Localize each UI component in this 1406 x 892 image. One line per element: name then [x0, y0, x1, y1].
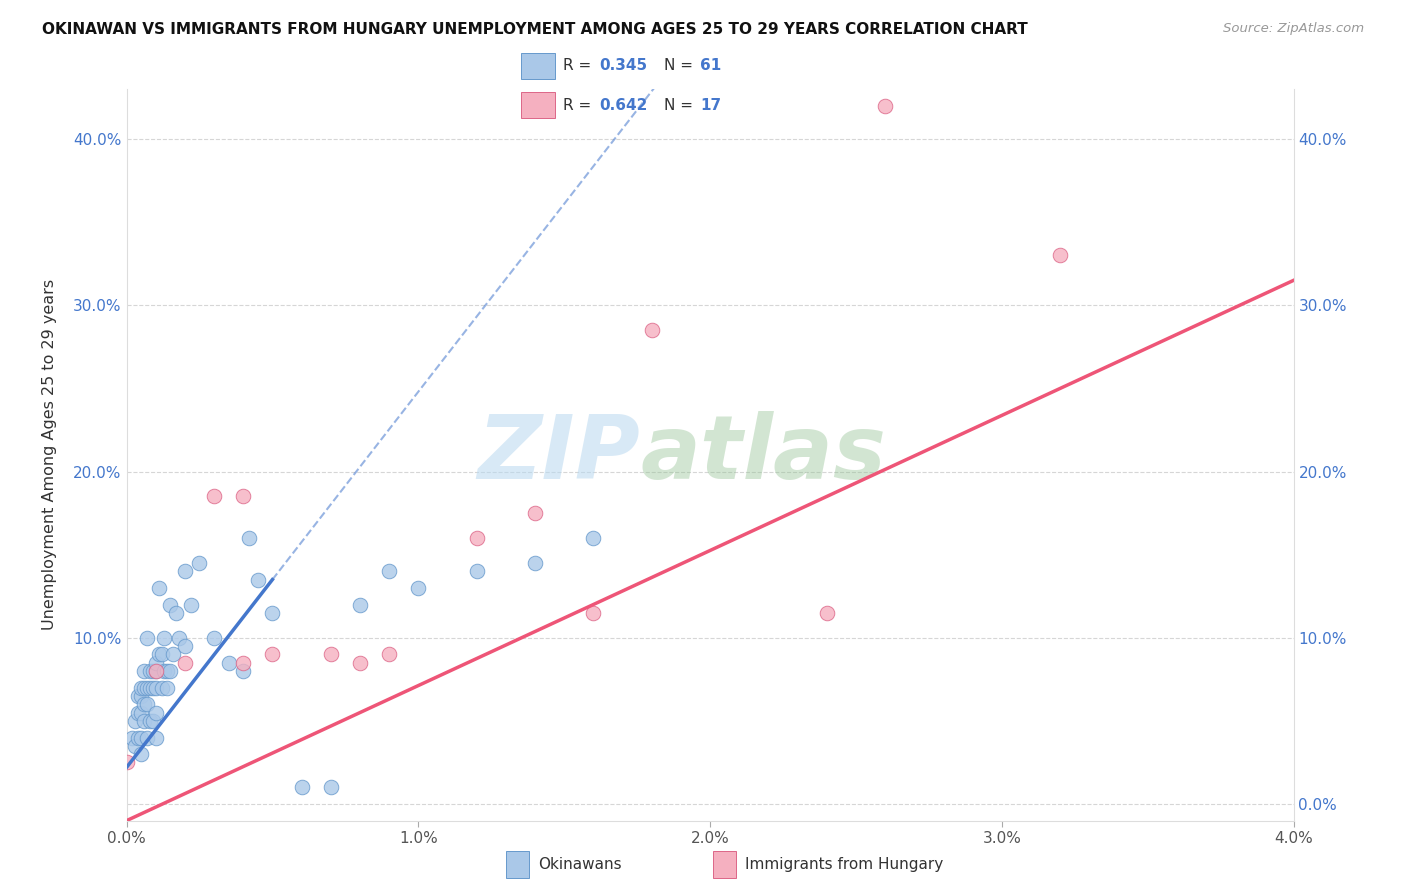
Text: OKINAWAN VS IMMIGRANTS FROM HUNGARY UNEMPLOYMENT AMONG AGES 25 TO 29 YEARS CORRE: OKINAWAN VS IMMIGRANTS FROM HUNGARY UNEM…: [42, 22, 1028, 37]
Point: [148, 648, 170, 662]
Point: [145, 681, 167, 695]
Point: [202, 631, 225, 645]
Text: Source: ZipAtlas.com: Source: ZipAtlas.com: [1223, 22, 1364, 36]
Point: [145, 656, 167, 670]
Point: [124, 714, 146, 728]
Point: [174, 564, 197, 578]
Bar: [522, 53, 555, 79]
Text: 0.642: 0.642: [599, 98, 647, 112]
Point: [136, 681, 159, 695]
Point: [232, 656, 254, 670]
Point: [136, 731, 159, 745]
Text: Immigrants from Hungary: Immigrants from Hungary: [745, 857, 943, 871]
Point: [232, 664, 254, 678]
Point: [132, 664, 155, 678]
Point: [127, 731, 149, 745]
Point: [136, 631, 159, 645]
Point: [180, 598, 202, 612]
Point: [129, 706, 152, 720]
Point: [167, 631, 190, 645]
Text: N =: N =: [664, 59, 697, 73]
Text: R =: R =: [562, 98, 596, 112]
Point: [523, 506, 546, 520]
Point: [156, 664, 179, 678]
Point: [378, 648, 401, 662]
Bar: [522, 92, 555, 119]
Point: [121, 731, 143, 745]
Point: [218, 656, 240, 670]
Point: [165, 606, 187, 620]
Text: 0.345: 0.345: [599, 59, 647, 73]
Point: [349, 656, 371, 670]
Point: [262, 606, 284, 620]
Point: [290, 780, 312, 795]
Point: [127, 706, 149, 720]
Point: [640, 323, 664, 337]
Point: [136, 698, 159, 712]
Point: [174, 639, 197, 653]
Point: [582, 606, 605, 620]
Point: [150, 648, 173, 662]
Point: [132, 714, 155, 728]
Point: [349, 598, 371, 612]
Point: [465, 564, 488, 578]
Point: [156, 681, 179, 695]
Point: [378, 564, 401, 578]
Text: 17: 17: [700, 98, 721, 112]
Bar: [713, 851, 735, 878]
Text: N =: N =: [664, 98, 697, 112]
Point: [124, 739, 146, 753]
Point: [148, 581, 170, 595]
Point: [246, 573, 269, 587]
Point: [815, 606, 838, 620]
Text: 61: 61: [700, 59, 721, 73]
Point: [127, 689, 149, 703]
Point: [132, 681, 155, 695]
Point: [873, 99, 897, 113]
Y-axis label: Unemployment Among Ages 25 to 29 years: Unemployment Among Ages 25 to 29 years: [42, 279, 56, 631]
Point: [162, 648, 184, 662]
Point: [129, 747, 152, 761]
Text: Okinawans: Okinawans: [537, 857, 621, 871]
Point: [142, 664, 165, 678]
Point: [153, 631, 176, 645]
Point: [139, 681, 162, 695]
Point: [174, 656, 197, 670]
Point: [465, 531, 488, 545]
Point: [139, 664, 162, 678]
Text: atlas: atlas: [640, 411, 886, 499]
Point: [319, 780, 342, 795]
Point: [188, 556, 211, 570]
Point: [582, 531, 605, 545]
Point: [145, 706, 167, 720]
Point: [129, 689, 152, 703]
Point: [132, 698, 155, 712]
Point: [159, 664, 181, 678]
Point: [262, 648, 284, 662]
Point: [115, 756, 138, 770]
Point: [142, 714, 165, 728]
Point: [150, 681, 173, 695]
Point: [129, 681, 152, 695]
Point: [1049, 248, 1071, 262]
Point: [139, 714, 162, 728]
Point: [129, 731, 152, 745]
Point: [145, 731, 167, 745]
Point: [202, 490, 225, 504]
Point: [523, 556, 546, 570]
Bar: [506, 851, 529, 878]
Text: R =: R =: [562, 59, 596, 73]
Point: [408, 581, 430, 595]
Point: [232, 490, 254, 504]
Point: [159, 598, 181, 612]
Point: [153, 664, 176, 678]
Point: [145, 664, 167, 678]
Point: [142, 681, 165, 695]
Point: [145, 664, 167, 678]
Text: ZIP: ZIP: [477, 411, 640, 499]
Point: [319, 648, 342, 662]
Point: [238, 531, 260, 545]
